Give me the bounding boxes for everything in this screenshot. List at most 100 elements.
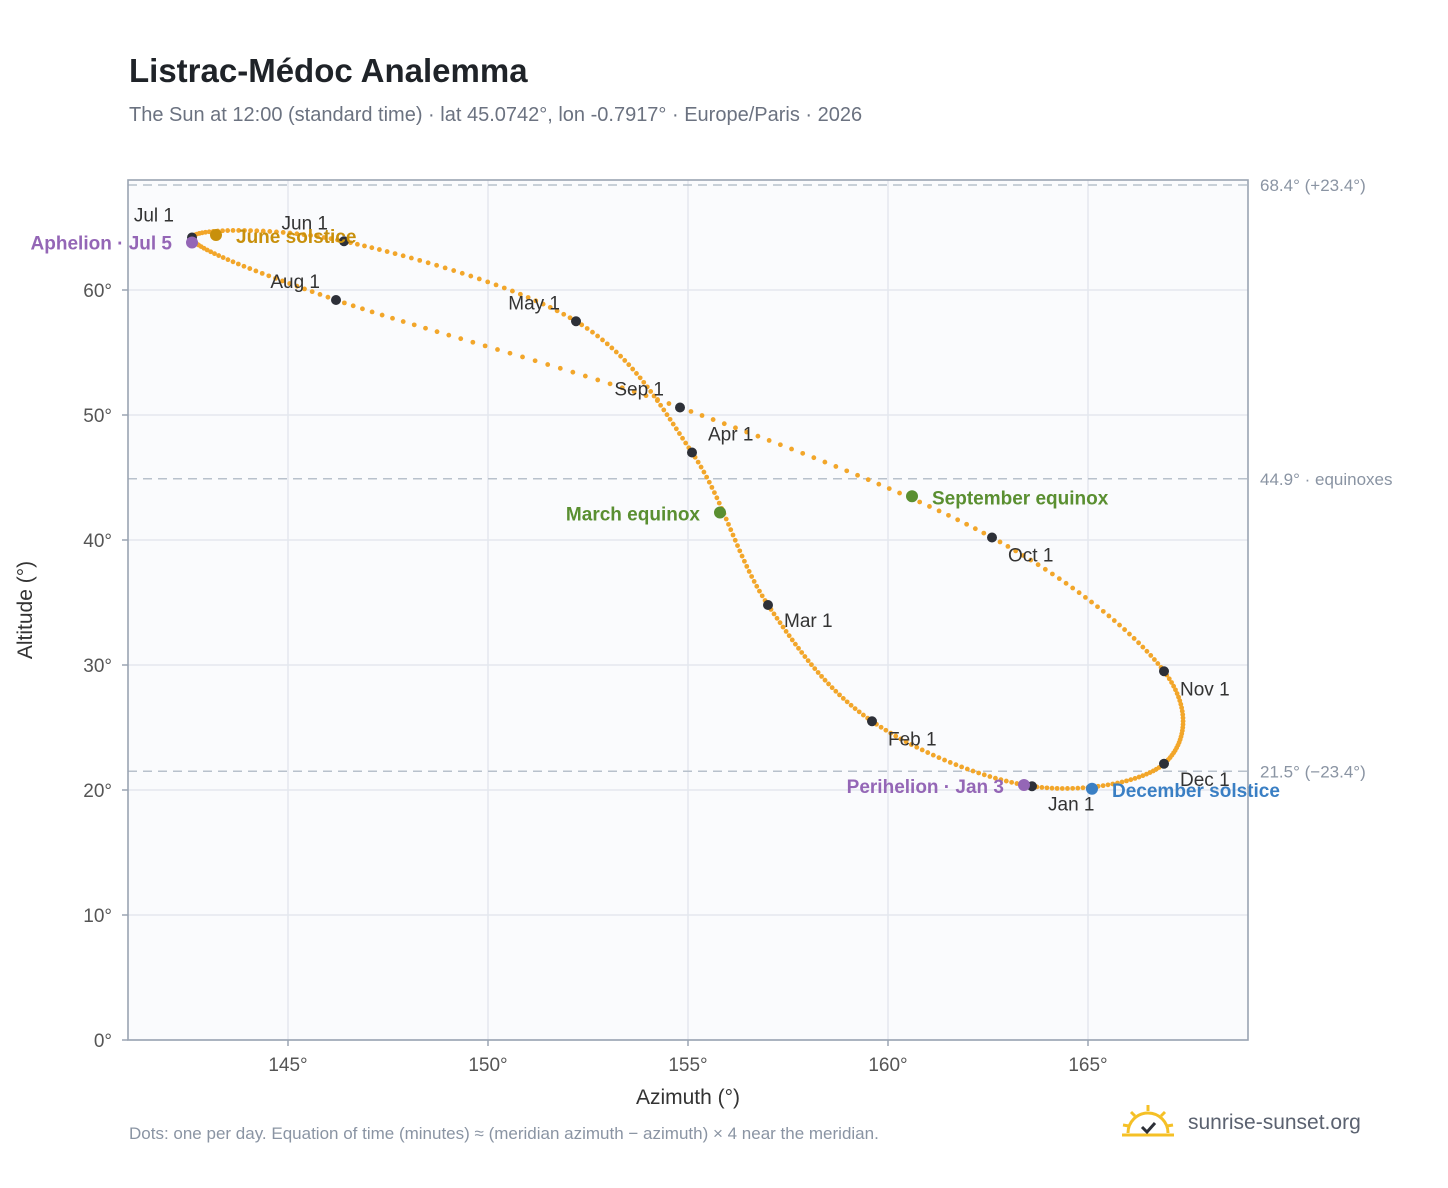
daily-dot — [216, 253, 222, 258]
daily-dot — [751, 579, 757, 584]
daily-dot — [883, 727, 889, 733]
daily-dot — [860, 712, 866, 718]
daily-dot — [579, 322, 585, 328]
daily-dot — [826, 681, 831, 687]
month-markers: Jan 1 Feb 1 Mar 1 Apr 1 May 1 Jun 1 Jul 1 Aug 1… — [134, 206, 1230, 816]
daily-dot — [341, 300, 347, 306]
daily-dot — [1131, 636, 1137, 641]
daily-dot — [777, 442, 783, 448]
daily-dot — [840, 695, 846, 701]
daily-dot — [369, 309, 375, 315]
daily-dot — [856, 709, 862, 715]
daily-dot — [677, 431, 682, 436]
daily-dot — [1100, 608, 1106, 614]
daily-dot — [667, 416, 673, 422]
daily-dot — [1127, 631, 1132, 637]
daily-dot — [1173, 687, 1178, 693]
daily-dot — [1144, 648, 1150, 654]
daily-dot — [400, 319, 406, 324]
month-marker — [987, 532, 997, 543]
daily-dot — [766, 438, 772, 443]
daily-dot — [811, 455, 817, 461]
daily-dot — [709, 484, 715, 490]
event-marker — [1018, 779, 1030, 791]
daily-dot — [1111, 618, 1117, 623]
daily-dot — [844, 468, 850, 474]
brand[interactable]: sunrise-sunset.org — [1120, 1103, 1361, 1143]
daily-dot — [446, 332, 452, 338]
daily-dot — [1083, 594, 1088, 600]
daily-dot — [732, 537, 738, 543]
daily-dot — [607, 381, 613, 387]
daily-dot — [501, 285, 507, 291]
daily-dot — [451, 268, 457, 273]
daily-dot — [710, 417, 716, 422]
daily-dot — [723, 516, 729, 522]
daily-dot — [964, 766, 970, 772]
event-label: Aphelion · Jul 5 — [31, 234, 173, 255]
daily-dot — [959, 764, 965, 770]
daily-dot — [898, 736, 904, 742]
month-label: Jul 1 — [134, 206, 174, 227]
daily-dot — [280, 230, 286, 235]
daily-dot — [325, 294, 331, 300]
event-label: Perihelion · Jan 3 — [847, 777, 1004, 798]
event-marker — [186, 236, 198, 249]
daily-dot — [408, 255, 414, 261]
daily-dot — [712, 490, 717, 495]
daily-dot — [716, 500, 722, 506]
daily-dot — [680, 435, 685, 441]
event-marker — [210, 229, 222, 241]
daily-dot — [533, 298, 539, 304]
daily-dot — [294, 283, 300, 289]
daily-dot — [946, 512, 951, 518]
daily-dot — [661, 407, 667, 413]
daily-dot — [658, 402, 663, 408]
daily-dot — [1122, 627, 1127, 632]
daily-dot — [829, 685, 835, 691]
daily-dot — [369, 245, 375, 251]
daily-dot — [618, 353, 623, 359]
daily-dot — [721, 421, 727, 427]
daily-dot — [417, 257, 423, 263]
x-tick-label: 155° — [668, 1055, 707, 1076]
daily-dot — [728, 527, 734, 533]
footnote: Dots: one per day. Equation of time (min… — [129, 1124, 879, 1143]
daily-dot — [604, 341, 610, 347]
daily-dot — [908, 742, 914, 747]
daily-dot — [362, 243, 367, 249]
chart-title: Listrac-Médoc Analemma — [129, 52, 528, 89]
event-label: June solstice — [236, 227, 356, 248]
daily-dot — [1075, 785, 1081, 791]
month-label: Nov 1 — [1180, 679, 1230, 700]
daily-dot — [584, 326, 590, 331]
daily-dot — [360, 306, 365, 312]
daily-dot — [631, 389, 637, 395]
daily-dot — [981, 772, 987, 778]
daily-dot — [701, 469, 707, 475]
daily-dot — [1171, 683, 1177, 689]
daily-dot — [1028, 557, 1034, 563]
daily-dot — [1095, 604, 1100, 610]
x-tick-label: 150° — [468, 1055, 507, 1076]
daily-dot — [742, 558, 747, 564]
daily-dot — [517, 291, 523, 297]
daily-dot — [812, 666, 818, 671]
daily-dot — [1042, 566, 1048, 572]
daily-dot — [688, 409, 694, 414]
daily-dot — [1132, 776, 1138, 781]
month-label: May 1 — [508, 293, 560, 314]
daily-dot — [434, 329, 440, 335]
daily-dot — [822, 677, 828, 683]
month-marker — [571, 316, 581, 327]
daily-dot — [955, 517, 961, 523]
month-marker — [763, 600, 773, 610]
daily-dot — [348, 240, 353, 246]
daily-dot — [746, 569, 752, 574]
daily-dot — [1124, 778, 1129, 784]
daily-dot — [1056, 576, 1062, 582]
month-label: Jan 1 — [1048, 794, 1094, 815]
daily-dot — [350, 303, 356, 309]
month-marker — [331, 295, 341, 305]
daily-dot — [714, 495, 720, 501]
